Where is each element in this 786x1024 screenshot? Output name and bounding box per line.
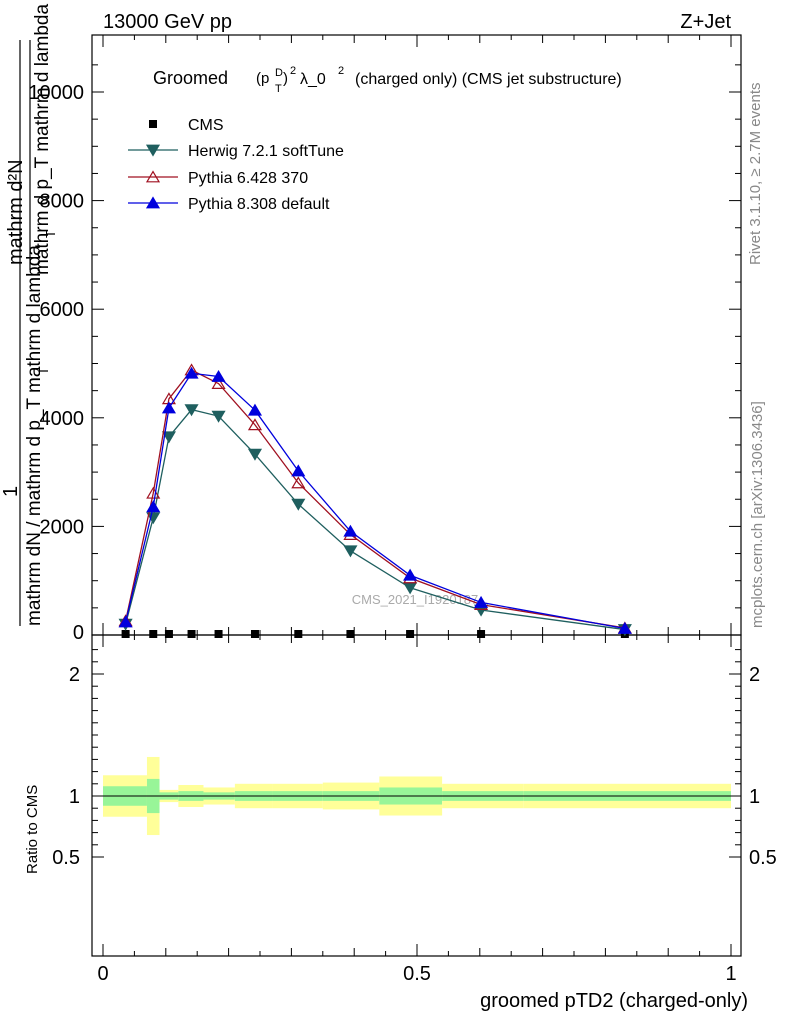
ylabel-numerator-top: mathrm d²N: [5, 159, 27, 265]
header-energy: 13000 GeV pp: [103, 11, 232, 33]
mcplots-label: mcplots.cern.ch [arXiv:1306.3436]: [749, 401, 766, 628]
title-p: (p: [256, 70, 269, 87]
series-marker: [247, 403, 263, 416]
rivet-label: Rivet 3.1.10, ≥ 2.7M events: [747, 83, 764, 266]
title-lambda: λ_0: [300, 71, 326, 88]
ylabel-fraction-text: mathrm dN / mathrm d p_T mathrm d lambda: [24, 245, 45, 626]
series-marker: [184, 404, 199, 417]
cms-data-point: [250, 630, 259, 638]
y-axis-label: mathrm d²N mathrm d p_T mathrm d lambda …: [0, 4, 58, 626]
ratio-tick-label-right: 0.5: [749, 847, 777, 869]
legend-label: Pythia 8.308 default: [188, 196, 330, 213]
title-sub-t: T: [275, 83, 282, 95]
ylabel-numerator-one: 1: [0, 486, 22, 497]
series-marker: [211, 377, 226, 389]
legend: CMS Herwig 7.2.1 softTune Pythia 6.428 370…: [128, 117, 344, 213]
series-marker: [145, 170, 161, 183]
ratio-tick-label: 0.5: [52, 847, 80, 869]
ylabel-denominator-top: mathrm d p_T mathrm d lambda: [32, 4, 53, 275]
series-marker: [161, 431, 176, 444]
series-marker: [474, 595, 489, 608]
y-tick-label: 8000: [40, 191, 85, 213]
series-marker: [145, 196, 161, 209]
series-marker: [145, 144, 161, 157]
series-marker: [291, 476, 306, 489]
cms-data-point: [294, 630, 303, 638]
cms-data-point: [214, 630, 223, 638]
ylabel-sub-t-1: T: [43, 230, 58, 238]
legend-label: Herwig 7.2.1 softTune: [188, 143, 344, 160]
series-marker: [146, 500, 161, 513]
y-tick-label-zero: 0: [73, 622, 84, 644]
series-marker: [211, 369, 226, 382]
series-3: [118, 366, 632, 634]
ratio-tick-label-right: 2: [749, 664, 760, 686]
series-marker: [291, 464, 306, 477]
series-marker: [343, 524, 358, 537]
title-sup-2b: 2: [338, 65, 344, 77]
cms-data-point: [477, 630, 486, 638]
title-suffix: (charged only) (CMS jet substructure): [355, 71, 622, 88]
plot-title: Groomed (p D T ) 2 λ_0 2 (charged only) …: [153, 65, 622, 95]
x-tick-label: 0: [97, 963, 108, 985]
analysis-watermark: CMS_2021_I1920187: [352, 592, 479, 607]
series-marker: [617, 621, 632, 634]
cms-data-point: [149, 630, 158, 638]
series-marker: [118, 615, 133, 628]
series-marker: [146, 486, 161, 499]
cms-data-point: [121, 630, 130, 638]
x-axis-label: groomed pTD2 (charged-only): [480, 990, 748, 1012]
ratio-tick-label: 2: [69, 664, 80, 686]
cms-data-point: [149, 120, 157, 128]
series-marker: [403, 568, 418, 581]
series-marker: [247, 448, 263, 461]
ratio-tick-label-right: 1: [749, 786, 760, 808]
ylabel-sub-t-2: T: [36, 367, 51, 375]
y-tick-label: 10000: [28, 82, 84, 104]
y-tick-label: 4000: [40, 408, 85, 430]
title-sup-d: D: [275, 67, 283, 79]
series-layer: [118, 363, 632, 638]
y-tick-label: 6000: [40, 299, 85, 321]
title-prefix: Groomed: [153, 68, 228, 88]
x-tick-label: 0.5: [403, 963, 431, 985]
cms-data-point: [187, 630, 196, 638]
title-sup-2: 2: [290, 65, 296, 77]
series-marker: [343, 545, 358, 558]
header-process: Z+Jet: [680, 11, 731, 33]
series-line: [124, 369, 625, 629]
cms-data-point: [406, 630, 415, 638]
legend-label: CMS: [188, 117, 224, 134]
cms-data-point: [346, 630, 355, 638]
ratio-tick-label: 1: [69, 786, 80, 808]
series-marker: [184, 366, 199, 379]
ratio-bands: [103, 756, 731, 836]
y-tick-label: 2000: [40, 516, 85, 538]
series-marker: [211, 410, 226, 423]
ratio-y-label: Ratio to CMS: [24, 785, 41, 874]
series-marker: [161, 401, 176, 414]
series-marker: [291, 498, 306, 511]
legend-label: Pythia 6.428 370: [188, 170, 308, 187]
cms-data-point: [164, 630, 173, 638]
series-marker: [247, 418, 263, 431]
axes: 2000 4000 6000 8000 10000 0 0.5 0.5 1 1 2 2 0 0.5 1: [28, 35, 777, 985]
x-tick-label: 1: [725, 963, 736, 985]
title-close: ): [283, 70, 288, 87]
